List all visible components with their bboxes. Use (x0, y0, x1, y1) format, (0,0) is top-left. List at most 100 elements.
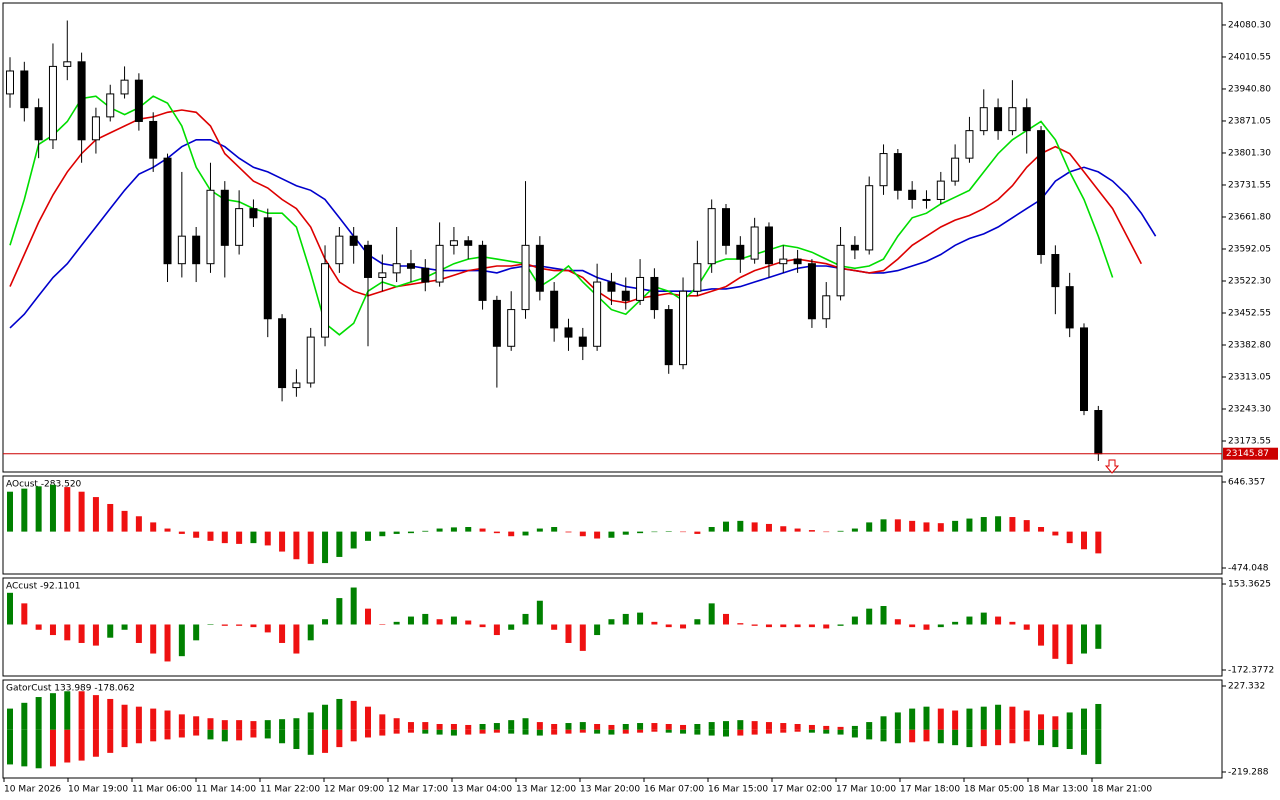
histogram-bar (493, 531, 500, 534)
gator-bar (637, 723, 644, 730)
gator-bar (966, 708, 973, 730)
histogram-bar (794, 624, 801, 628)
histogram-bar (293, 624, 300, 654)
gator-bar (350, 700, 357, 730)
histogram-bar (1023, 624, 1030, 630)
gator-bar (622, 723, 629, 730)
histogram-bar (851, 528, 858, 532)
gator-bar (708, 729, 715, 736)
histogram-bar (78, 491, 85, 532)
histogram-bar (765, 624, 772, 628)
gator-bar (493, 729, 500, 733)
histogram-bar (1052, 531, 1059, 536)
histogram-bar (737, 520, 744, 532)
histogram-bar (866, 608, 873, 625)
x-tick-label: 17 Mar 02:00 (772, 785, 832, 795)
histogram-bar (78, 624, 85, 643)
histogram-bar (536, 528, 543, 532)
histogram-bar (608, 619, 615, 625)
gator-bar (737, 720, 744, 730)
candle-body (235, 208, 244, 246)
histogram-bar (536, 600, 543, 625)
gator-bar (851, 725, 858, 730)
y-tick-label: 23382.80 (1228, 340, 1271, 350)
y-tick-label: 23661.80 (1228, 212, 1271, 222)
candle-body (406, 263, 415, 269)
candle-body (951, 157, 960, 182)
histogram-bar (565, 531, 572, 533)
ac-label: ACcust -92.1101 (6, 582, 80, 592)
gator-bar (551, 729, 558, 735)
x-tick-label: 13 Mar 12:00 (516, 785, 576, 795)
gator-bar (1038, 729, 1045, 746)
histogram-bar (823, 624, 830, 629)
gator-bar (651, 723, 658, 730)
histogram-bar (35, 624, 42, 630)
histogram-bar (880, 606, 887, 625)
gator-bar (923, 706, 930, 730)
gator-bar (765, 729, 772, 734)
gator-bar (393, 718, 400, 730)
x-tick-label: 16 Mar 15:00 (708, 785, 768, 795)
candle-body (1051, 254, 1060, 288)
candle-body (822, 295, 831, 320)
gator-bar (264, 729, 271, 739)
gator-bar (336, 698, 343, 730)
histogram-bar (250, 624, 257, 628)
gator-bar (723, 721, 729, 730)
histogram-bar (837, 530, 844, 532)
x-tick-label: 17 Mar 18:00 (900, 785, 960, 795)
y-tick-label: 23731.55 (1228, 180, 1271, 190)
candle-body (865, 185, 874, 251)
candle-body (578, 336, 587, 347)
histogram-bar (651, 621, 658, 625)
gator-bar (293, 718, 300, 730)
gator-bar (350, 729, 357, 742)
gator-bar (64, 729, 71, 763)
gator-bar (264, 720, 271, 730)
histogram-bar (522, 613, 529, 625)
histogram-bar (264, 624, 271, 633)
gator-bar (35, 697, 42, 730)
gator-bar (393, 729, 400, 734)
gator-bar (279, 719, 286, 730)
histogram-bar (923, 522, 930, 532)
gator-bar (995, 729, 1002, 746)
gator-bar (608, 724, 615, 730)
candle-body (120, 79, 129, 95)
histogram-bar (393, 531, 400, 534)
histogram-bar (1066, 531, 1073, 544)
histogram-bar (694, 619, 701, 625)
gator-bar (694, 729, 701, 735)
y-tick-label: -219.288 (1228, 768, 1269, 778)
gator-bar (837, 729, 844, 735)
histogram-bar (178, 531, 185, 534)
x-tick-label: 11 Mar 22:00 (260, 785, 320, 795)
candle-body (836, 244, 845, 297)
gator-bar (637, 729, 644, 733)
histogram-bar (164, 528, 171, 532)
candle-body (736, 244, 745, 260)
histogram-bar (723, 521, 729, 532)
histogram-bar (937, 523, 944, 532)
gator-bar (794, 723, 801, 730)
y-tick-label: 23452.55 (1228, 308, 1271, 318)
candle-body (220, 189, 229, 246)
histogram-bar (909, 624, 916, 628)
histogram-bar (680, 624, 687, 629)
histogram-bar (1052, 624, 1059, 659)
gator-bar (135, 729, 142, 744)
histogram-bar (765, 523, 772, 532)
gator-bar (236, 720, 243, 730)
histogram-bar (579, 531, 586, 537)
gator-bar (92, 695, 99, 730)
gator-bar (565, 723, 572, 730)
candle-body (149, 120, 158, 159)
candle-body (521, 244, 530, 311)
histogram-bar (1081, 624, 1087, 654)
gator-bar (794, 729, 801, 732)
gator-bar (207, 729, 214, 740)
gator-bar (121, 704, 128, 730)
candle-body (292, 382, 301, 389)
histogram-bar (966, 518, 973, 532)
